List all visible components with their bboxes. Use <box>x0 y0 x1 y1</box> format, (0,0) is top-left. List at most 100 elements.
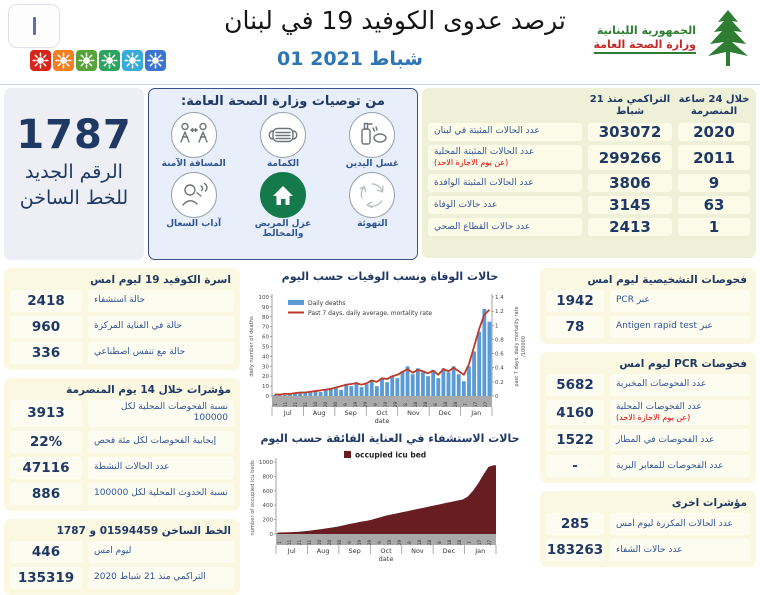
stat-value: 960 <box>10 316 82 338</box>
stat-label: نسبة الفحوصات المحلية لكل 100000 <box>88 400 234 427</box>
header: ترصد عدوى الكوفيد 19 في لبنان 01 شباط 20… <box>0 0 760 85</box>
cumulative-value: 2413 <box>588 218 672 237</box>
svg-text:9: 9 <box>343 403 348 406</box>
stat-row: 4160 عدد الفحوصات المحلية (عن يوم الاجازة … <box>546 400 750 426</box>
stat-value: 2418 <box>10 290 82 312</box>
table-row: عدد حالات الوفاة 3145 63 <box>428 196 750 215</box>
svg-text:70: 70 <box>262 325 269 331</box>
handwash-circle <box>349 112 396 158</box>
last-24h-value: 63 <box>678 196 750 215</box>
stat-row: 960 حالة في العناية المركزة <box>10 316 234 338</box>
stat-label-text: عدد الحالات النشطة <box>94 461 170 472</box>
stat-row: 47116 عدد الحالات النشطة <box>10 456 234 479</box>
svg-text:800: 800 <box>263 474 274 480</box>
virus-glyph <box>32 52 49 69</box>
stats-panel-2: مؤشرات خلال 14 يوم المنصرمة 3913 نسبة الفح… <box>4 378 240 511</box>
virus-glyph <box>101 52 118 69</box>
svg-text:8: 8 <box>403 403 408 406</box>
cough-icon <box>181 182 208 206</box>
stats-panel-2: فحوصات PCR ليوم امس 5682 عدد الفحوصات المخ… <box>540 352 756 484</box>
table-row: عدد الحالات المثبتة المحلية (عن يوم الاجا… <box>428 145 750 171</box>
stats-panel-1: فحوصات التشخيصية ليوم امس 1942 عبر PCR 78 عب… <box>540 268 756 344</box>
summary-table-body: عدد الحالات المثبتة في لبنان 303072 2020 عد… <box>428 123 750 237</box>
cedar-tree-icon <box>708 10 748 66</box>
charts-column: حالات الوفاة ونسب الوفيات حسب اليوم 0 10 2… <box>246 268 534 576</box>
stat-row: - عدد الفحوصات للمعابر البرية <box>546 455 750 478</box>
rec-item-5: عزل المريض والمخالط <box>238 171 327 240</box>
row-label: عدد حالات الوفاة <box>428 196 582 215</box>
row-label-text: عدد حالات القطاع الصحي <box>434 221 531 232</box>
last-24h-value: 2020 <box>678 123 750 141</box>
stat-row: 886 نسبة الحدوث المحلية لكل 100000 <box>10 482 234 505</box>
svg-text:Jul: Jul <box>287 547 296 555</box>
svg-text:0: 0 <box>495 394 499 400</box>
virus-glyph <box>78 52 95 69</box>
stat-label: عدد الفحوصات في المطار <box>610 429 750 452</box>
svg-text:1: 1 <box>273 403 278 406</box>
stat-row: 336 حالة مع تنفس اصطناعي <box>10 342 234 364</box>
svg-text:1: 1 <box>495 323 499 329</box>
summary-table: التراكمي منذ 21 شباط خلال 24 ساعة المنصر… <box>422 88 756 258</box>
isolation-circle <box>260 171 307 218</box>
table-row: عدد حالات القطاع الصحي 2413 1 <box>428 218 750 237</box>
svg-text:31: 31 <box>307 540 312 546</box>
distance-circle <box>170 112 217 158</box>
hotline-label: الرقم الجديد للخط الساخن <box>19 161 129 209</box>
stats-panel-3: الخط الساخن 01594459 و 1787 446 ليوم امس 13… <box>4 518 240 595</box>
svg-text:number of occupied icu beds: number of occupied icu beds <box>250 460 256 536</box>
cough-circle <box>170 171 217 218</box>
svg-text:daily number of deaths: daily number of deaths <box>249 316 255 377</box>
svg-text:Jan: Jan <box>470 409 481 417</box>
svg-text:21: 21 <box>293 402 298 408</box>
rec-item-4: التهوئة <box>328 171 417 240</box>
svg-text:8: 8 <box>433 403 438 406</box>
stat-label-text: حالة استشفاء <box>94 295 146 306</box>
stat-value: 1522 <box>546 429 604 452</box>
row-label: عدد الحالات المثبتة المحلية (عن يوم الاجا… <box>428 145 582 171</box>
stat-value: 5682 <box>546 374 604 396</box>
rec-item-2: الكمامة <box>238 112 327 170</box>
stat-value: 3913 <box>10 400 82 427</box>
stats-panel-3: مؤشرات اخرى 285 عدد الحالات المكررة ليوم ا… <box>540 491 756 568</box>
left-stats-column: اسرة الكوفيد 19 ليوم امس 2418 حالة استشفاء… <box>4 268 240 595</box>
stat-label-text: عدد الفحوصات المحلية <box>616 402 702 412</box>
virus-glyph <box>124 52 141 69</box>
stat-label-text: عدد حالات الشفاء <box>616 544 683 555</box>
icu-chart-title: حالات الاستشفاء في العناية الفائقة حسب ا… <box>260 432 520 445</box>
column-header-cumulative: التراكمي منذ 21 شباط <box>589 94 671 117</box>
svg-text:28: 28 <box>427 540 432 546</box>
svg-text:date: date <box>375 417 390 425</box>
stat-row: 5682 عدد الفحوصات المخبرية <box>546 374 750 396</box>
stat-value: 1942 <box>546 290 604 312</box>
svg-text:90: 90 <box>262 305 269 311</box>
stat-label: إيجابية الفحوصات لكل مئة فحص <box>88 430 234 453</box>
svg-text:0.6: 0.6 <box>495 352 504 358</box>
cumulative-value: 3145 <box>588 196 672 215</box>
rec-item-label: آداب السعال <box>166 218 222 229</box>
stat-value: 4160 <box>546 400 604 426</box>
stat-label-text: عدد الفحوصات في المطار <box>616 434 715 445</box>
logo-ministry-label: وزارة الصحة العامة <box>593 38 696 55</box>
stat-label: نسبة الحدوث المحلية لكل 100000 <box>88 482 234 505</box>
stat-label-text: إيجابية الفحوصات لكل مئة فحص <box>94 435 217 446</box>
svg-text:28: 28 <box>453 402 458 408</box>
svg-text:29: 29 <box>363 402 368 408</box>
stat-row: 22% إيجابية الفحوصات لكل مئة فحص <box>10 430 234 453</box>
svg-text:Oct: Oct <box>380 547 392 555</box>
stat-value: - <box>546 455 604 478</box>
stat-label-text: نسبة الفحوصات المحلية لكل 100000 <box>120 402 228 424</box>
rec-item-label: التهوئة <box>357 218 388 229</box>
stat-row: 1942 عبر PCR <box>546 290 750 312</box>
svg-text:Aug: Aug <box>317 547 330 555</box>
stats-panel-title: مؤشرات اخرى <box>671 497 747 510</box>
svg-text:Aug: Aug <box>313 409 326 417</box>
stat-label-text: عبر Antigen rapid test <box>616 321 713 332</box>
svg-text:19: 19 <box>387 540 392 546</box>
page-title: ترصد عدوى الكوفيد 19 في لبنان <box>224 6 566 35</box>
svg-text:27: 27 <box>483 402 488 408</box>
rec-item-label: المسافة الآمنة <box>161 159 226 169</box>
stat-label: عدد الفحوصات المحلية (عن يوم الاجازة الاح… <box>610 400 750 426</box>
svg-text:28: 28 <box>457 540 462 546</box>
right-stats-column: فحوصات التشخيصية ليوم امس 1942 عبر PCR 78 عب… <box>540 268 756 568</box>
